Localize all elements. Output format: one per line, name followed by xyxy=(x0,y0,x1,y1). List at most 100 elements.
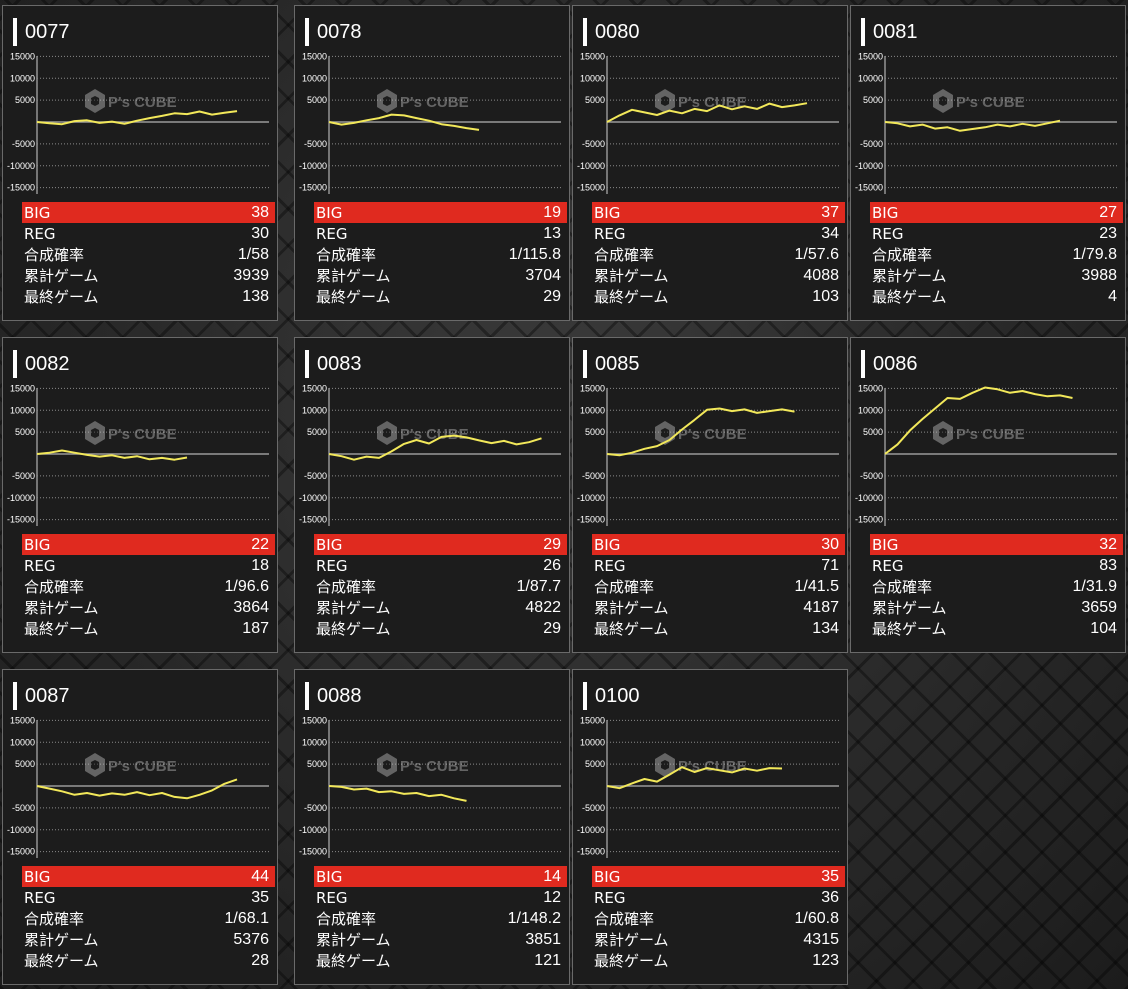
y-tick-label: 5000 xyxy=(863,95,883,105)
svg-text:P's CUBE: P's CUBE xyxy=(956,426,1025,443)
machine-number: 0088 xyxy=(305,682,362,710)
slump-graph: 15000 10000 5000 -5000 -10000 -15000 P's CUBE xyxy=(855,384,1117,526)
y-tick-label: 5000 xyxy=(585,95,605,105)
y-tick-label: -15000 xyxy=(299,847,327,857)
stat-label: REG xyxy=(24,556,56,575)
reg-row: REG 34 xyxy=(592,223,845,244)
machine-number: 0082 xyxy=(13,350,70,378)
svg-text:P's CUBE: P's CUBE xyxy=(956,94,1025,111)
watermark-logo: P's CUBE xyxy=(655,89,747,113)
y-tick-label: 5000 xyxy=(585,759,605,769)
last-games-row: 最終ゲーム 104 xyxy=(870,618,1123,639)
y-tick-label: -15000 xyxy=(7,847,35,857)
big-row: BIG 14 xyxy=(314,866,567,887)
stat-label: 最終ゲーム xyxy=(24,288,99,306)
stat-label: 最終ゲーム xyxy=(24,952,99,970)
stat-label: REG xyxy=(24,888,56,907)
total-games-row: 累計ゲーム 3659 xyxy=(870,597,1123,618)
total-games-row: 累計ゲーム 3939 xyxy=(22,265,275,286)
combined-rate-row: 合成確率 1/60.8 xyxy=(592,908,845,929)
y-tick-label: -5000 xyxy=(860,471,883,481)
last-games-row: 最終ゲーム 134 xyxy=(592,618,845,639)
machine-card: 0082 15000 10000 5000 -5000 -10000 -15000 P's C… xyxy=(2,337,278,653)
watermark-logo: P's CUBE xyxy=(933,421,1025,445)
stat-value: 3851 xyxy=(525,930,561,948)
stat-label: 最終ゲーム xyxy=(24,620,99,638)
stat-label: 最終ゲーム xyxy=(316,952,391,970)
reg-row: REG 18 xyxy=(22,555,275,576)
y-tick-label: 10000 xyxy=(10,737,35,747)
slump-line xyxy=(884,386,1073,455)
stat-value: 1/68.1 xyxy=(224,909,269,927)
slump-graph: 15000 10000 5000 -5000 -10000 -15000 P's CUBE xyxy=(299,52,561,194)
slump-graph: 15000 10000 5000 -5000 -10000 -15000 P's CUBE xyxy=(577,716,839,858)
y-tick-label: -15000 xyxy=(299,183,327,193)
combined-rate-row: 合成確率 1/148.2 xyxy=(314,908,567,929)
y-tick-label: 15000 xyxy=(302,52,327,61)
stat-value: 12 xyxy=(543,888,561,906)
stat-value: 29 xyxy=(543,535,561,553)
y-tick-label: -5000 xyxy=(582,803,605,813)
stat-value: 123 xyxy=(812,951,839,969)
svg-text:P's CUBE: P's CUBE xyxy=(400,758,469,775)
last-games-row: 最終ゲーム 123 xyxy=(592,950,845,971)
reg-row: REG 12 xyxy=(314,887,567,908)
stat-value: 83 xyxy=(1099,556,1117,574)
reg-row: REG 83 xyxy=(870,555,1123,576)
stat-value: 19 xyxy=(543,203,561,221)
stats-table: BIG 35 REG 36 合成確率 1/60.8 累計ゲーム 4315 最終ゲーム 123 xyxy=(592,866,845,971)
watermark-logo: P's CUBE xyxy=(933,89,1025,113)
stat-label: BIG xyxy=(594,867,621,886)
y-tick-label: -15000 xyxy=(855,515,883,525)
total-games-row: 累計ゲーム 3864 xyxy=(22,597,275,618)
y-tick-label: -5000 xyxy=(12,803,35,813)
y-tick-label: 15000 xyxy=(302,716,327,725)
machine-card: 0100 15000 10000 5000 -5000 -10000 -15000 P's C… xyxy=(572,669,848,985)
stats-table: BIG 32 REG 83 合成確率 1/31.9 累計ゲーム 3659 最終ゲーム 104 xyxy=(870,534,1123,639)
watermark-logo: P's CUBE xyxy=(377,753,469,777)
stat-label: 累計ゲーム xyxy=(594,931,669,949)
svg-text:P's CUBE: P's CUBE xyxy=(678,94,747,111)
stat-value: 35 xyxy=(821,867,839,885)
stat-label: REG xyxy=(594,556,626,575)
machine-card: 0085 15000 10000 5000 -5000 -10000 -15000 P's C… xyxy=(572,337,848,653)
y-tick-label: 10000 xyxy=(302,73,327,83)
stat-label: 合成確率 xyxy=(316,246,377,264)
last-games-row: 最終ゲーム 103 xyxy=(592,286,845,307)
stat-label: REG xyxy=(594,888,626,907)
y-tick-label: -10000 xyxy=(577,493,605,503)
stat-value: 121 xyxy=(534,951,561,969)
y-tick-label: -15000 xyxy=(577,515,605,525)
svg-text:P's CUBE: P's CUBE xyxy=(400,94,469,111)
y-tick-label: -15000 xyxy=(7,183,35,193)
watermark-logo: P's CUBE xyxy=(85,753,177,777)
stat-label: REG xyxy=(316,224,348,243)
total-games-row: 累計ゲーム 5376 xyxy=(22,929,275,950)
stat-label: 最終ゲーム xyxy=(316,288,391,306)
total-games-row: 累計ゲーム 4187 xyxy=(592,597,845,618)
stat-value: 1/57.6 xyxy=(794,245,839,263)
machine-card: 0081 15000 10000 5000 -5000 -10000 -15000 P's C… xyxy=(850,5,1126,321)
stat-label: 合成確率 xyxy=(594,578,655,596)
stat-label: 合成確率 xyxy=(316,910,377,928)
stat-label: BIG xyxy=(872,203,899,222)
stat-value: 18 xyxy=(251,556,269,574)
y-tick-label: -10000 xyxy=(577,825,605,835)
stat-label: 累計ゲーム xyxy=(316,267,391,285)
machine-number: 0081 xyxy=(861,18,918,46)
total-games-row: 累計ゲーム 4315 xyxy=(592,929,845,950)
combined-rate-row: 合成確率 1/68.1 xyxy=(22,908,275,929)
stat-value: 134 xyxy=(812,619,839,637)
big-row: BIG 37 xyxy=(592,202,845,223)
y-tick-label: 5000 xyxy=(863,427,883,437)
reg-row: REG 36 xyxy=(592,887,845,908)
y-tick-label: 5000 xyxy=(585,427,605,437)
stat-label: 合成確率 xyxy=(24,246,85,264)
y-tick-label: 10000 xyxy=(580,737,605,747)
last-games-row: 最終ゲーム 187 xyxy=(22,618,275,639)
machine-number: 0087 xyxy=(13,682,70,710)
stat-value: 187 xyxy=(242,619,269,637)
stat-value: 1/87.7 xyxy=(516,577,561,595)
slump-line xyxy=(36,449,188,461)
stat-value: 1/115.8 xyxy=(508,245,561,263)
